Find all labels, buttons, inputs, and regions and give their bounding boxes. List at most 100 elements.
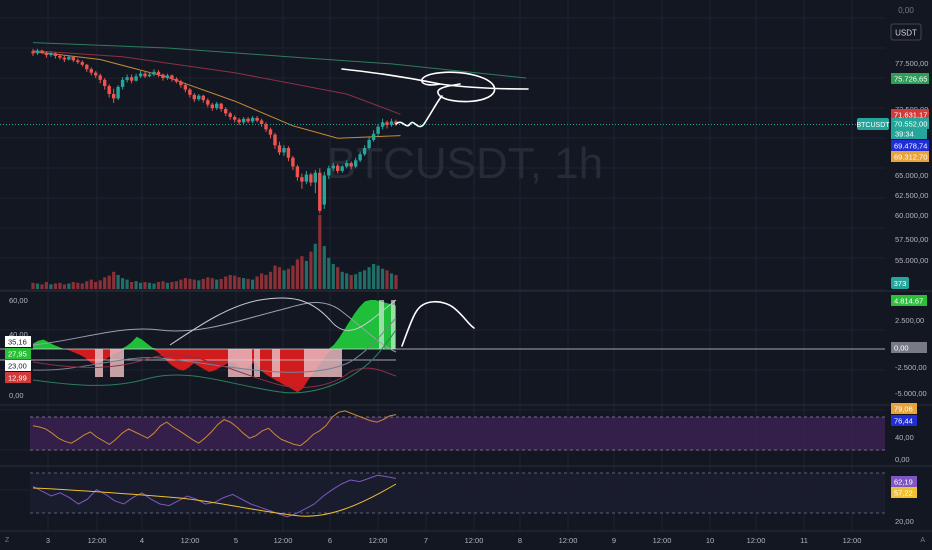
candle-body [394,121,398,125]
stoch-d-line [32,483,397,517]
volume-bar [179,279,183,289]
stoch-badge-label: 57,22 [894,489,913,498]
candle-body [62,57,67,60]
macd-right-tick-label: 2.500,00 [895,316,924,325]
time-label: 12:00 [465,536,484,545]
price-badge [891,73,929,84]
candle-body [380,122,385,127]
candle-body [371,133,376,140]
candle-body [331,165,335,169]
candle-body [210,104,214,109]
candles[interactable] [31,48,398,214]
rsi-line [32,410,397,447]
volume-bar [300,256,304,289]
time-label: 9 [612,536,616,545]
volume-bar [246,278,250,289]
time-label: 6 [328,536,332,545]
ma-red-line [32,50,401,115]
candle-body [318,172,322,211]
candle-body [147,74,152,77]
volume-bar [165,282,169,289]
macd-left-badge-label: 35,16 [8,338,27,347]
macd-right-tick-label: -2.500,00 [895,363,927,372]
time-label: 10 [706,536,714,545]
price-badge-label: 75.726,65 [894,75,927,84]
time-label: 12:00 [747,536,766,545]
price-badge [891,140,929,151]
volume-bar [345,273,349,289]
candle-body [362,148,367,155]
currency-button[interactable] [890,23,922,41]
drawing-loop [420,71,496,103]
auto-scale-corner[interactable]: A [920,537,925,544]
volume-bar [273,265,277,289]
volume-bar [304,260,308,289]
candle-body [112,94,116,99]
rsi-band [30,417,885,450]
candle-body [174,78,179,82]
time-label: 12:00 [181,536,200,545]
macd-highlight-bar [254,349,260,377]
candle-body [44,52,49,56]
volume-bar [174,281,178,289]
macd-highlight-bar [110,349,124,377]
price-tick-label: 65.000,00 [895,171,928,180]
macd-right-badge [891,295,927,306]
candle-body [255,117,259,121]
candle-body [125,77,129,80]
time-label: 12:00 [274,536,293,545]
candle-body [336,165,340,171]
candle-body [282,148,286,153]
volume-bar [277,267,282,289]
volume-bar [389,273,394,289]
timezone-corner[interactable]: Z [5,537,10,544]
price-badge-label: 70.552,00 [894,120,927,129]
candle-body [233,117,237,120]
volume-bar [363,270,367,289]
drawing-wave-macd [401,300,475,347]
rsi-badge-label: 76,44 [894,417,913,426]
volume-bar [89,279,93,289]
candle-body [98,75,102,80]
candle-body [165,75,170,79]
volume-bar [112,271,116,289]
symbol-watermark: BTCUSDT, 1h [327,139,603,188]
candle-body [286,148,291,158]
stochastic-pane[interactable]: 20,00 62,19 57,22 [30,472,917,526]
time-label: 4 [140,536,144,545]
candle-body [40,50,44,53]
stoch-badge [891,476,917,487]
macd-right-badge [891,342,927,353]
volume-badge-label: 373 [894,279,907,288]
candle-body [367,140,371,148]
stoch-tick-label: 20,00 [895,517,914,526]
macd-left-badge [5,360,31,371]
price-badge [891,109,929,120]
candle-body [376,126,380,134]
time-axis[interactable]: 3 12:00 4 12:00 5 12:00 6 12:00 7 12:00 8 12:00 9 12:… [46,536,861,545]
price-tick-label: 57.500,00 [895,235,928,244]
volume-bar [31,282,35,289]
macd-positive-area [33,300,396,349]
candle-body [35,50,40,54]
candle-body [179,81,183,86]
candle-body [358,154,362,161]
volume-bar [268,271,273,289]
candle-body [94,72,98,76]
volume-bar [76,282,80,289]
candle-body [322,175,326,205]
volume-bar [309,251,313,289]
macd-left-badge [5,348,31,359]
macd-left-badge-label: 27,95 [8,350,27,359]
volume-bar [125,279,129,289]
volume-bar [224,276,228,289]
rsi-pane[interactable]: 40,00 0,00 79,06 76,44 [30,403,917,464]
drawing-wave-main [395,95,443,128]
candle-body [345,163,349,167]
candle-body [300,177,304,182]
volume-bar [327,257,331,289]
macd-pane[interactable] [0,297,885,394]
macd-right-badge-label: 4.814,67 [894,297,923,306]
volume-bar [44,282,48,289]
